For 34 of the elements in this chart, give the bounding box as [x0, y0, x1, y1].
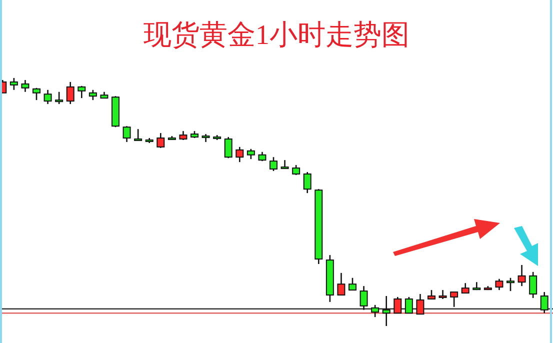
candlestick — [461, 282, 470, 294]
candlestick — [382, 295, 390, 327]
candlestick — [540, 291, 548, 314]
candlestick — [518, 264, 526, 287]
candlestick — [88, 89, 97, 101]
candlestick — [156, 132, 165, 149]
candlestick — [337, 272, 346, 296]
candlestick — [348, 277, 356, 291]
candlestick — [236, 146, 244, 163]
candlestick — [450, 291, 458, 308]
chart-title: 现货黄金1小时走势图 — [144, 20, 410, 51]
candlestick — [495, 278, 504, 291]
candlestick — [360, 285, 368, 311]
candlestick — [55, 91, 64, 105]
candlestick — [270, 156, 278, 172]
candlestick — [78, 85, 86, 99]
candlestick — [224, 136, 232, 159]
candlestick — [506, 277, 514, 292]
candlestick — [303, 171, 312, 194]
candlestick — [258, 151, 266, 162]
candlestick — [371, 304, 380, 318]
candlestick — [44, 89, 52, 105]
candlestick — [10, 77, 18, 91]
candlestick — [404, 296, 413, 314]
candlestick — [416, 293, 424, 315]
candlestick — [21, 79, 30, 93]
candlestick — [292, 164, 300, 176]
candlestick — [134, 128, 142, 142]
candlestick — [66, 81, 74, 105]
candlestick — [246, 148, 255, 160]
candlestick — [394, 296, 402, 314]
candlestick — [32, 87, 40, 101]
candlestick — [529, 271, 538, 299]
candlestick — [122, 125, 131, 143]
